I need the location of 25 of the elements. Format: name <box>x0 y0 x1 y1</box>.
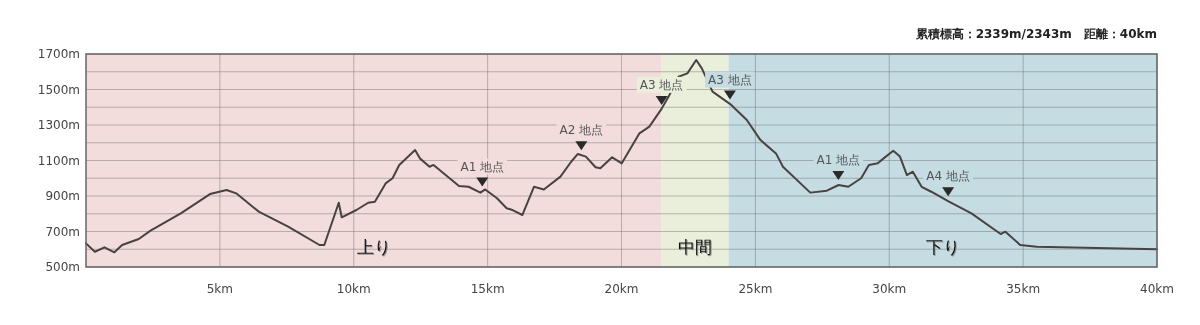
y-tick-label: 1500m <box>37 82 80 97</box>
annotation: A4 地点 <box>926 169 970 184</box>
y-tick-label: 900m <box>45 189 80 203</box>
annotation: A3 地点 <box>708 72 752 87</box>
band-label: 下り <box>925 237 960 257</box>
x-tick-label: 5km <box>206 282 234 296</box>
band-label: 上り <box>356 237 391 257</box>
band-label: 中間 <box>678 237 713 257</box>
x-tick-label: 30km <box>872 282 907 296</box>
annotation: A3 地点 <box>639 77 684 92</box>
annotation: A1 地点 <box>460 159 505 174</box>
x-tick-label: 20km <box>604 282 639 296</box>
x-tick-label: 40km <box>1140 282 1174 296</box>
y-tick-label: 1700m <box>37 47 80 61</box>
y-tick-label: 700m <box>45 224 80 239</box>
y-tick-label: 500m <box>45 260 80 274</box>
annotation: A2 地点 <box>559 123 604 138</box>
chart-title: 累積標高：2339m/2343m 距離：40km <box>914 27 1157 41</box>
y-tick-label: 1100m <box>37 153 80 168</box>
x-tick-label: 15km <box>470 282 505 296</box>
annotation: A1 地点 <box>816 152 861 167</box>
x-tick-label: 25km <box>738 282 773 296</box>
y-tick-label: 1300m <box>37 118 80 132</box>
x-tick-label: 35km <box>1006 282 1041 296</box>
x-tick-label: 10km <box>336 282 371 296</box>
